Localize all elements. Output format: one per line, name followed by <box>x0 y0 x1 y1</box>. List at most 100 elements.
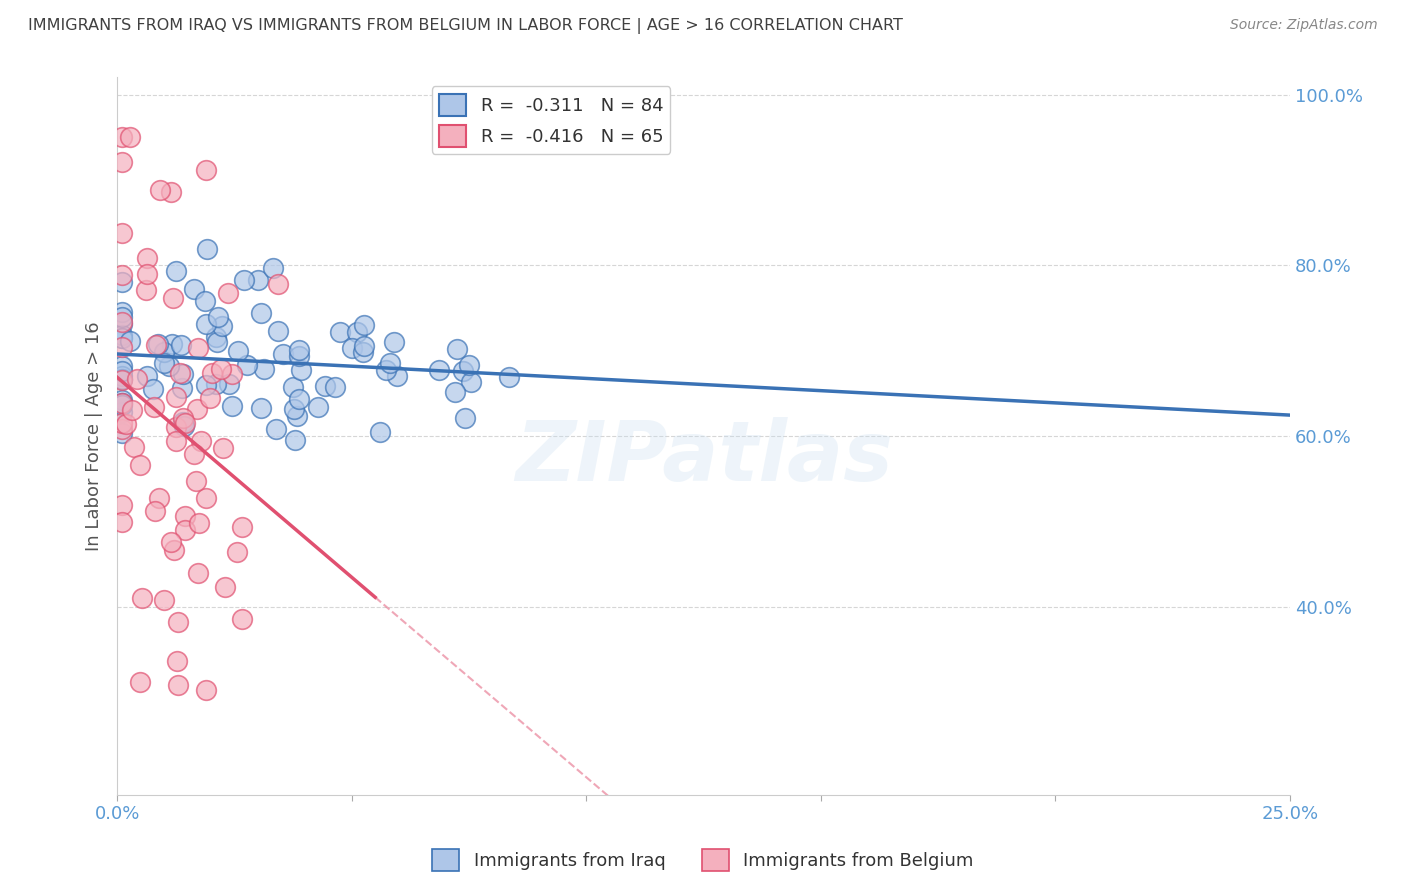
Point <box>314 379 336 393</box>
Point <box>153 592 176 607</box>
Text: Source: ZipAtlas.com: Source: ZipAtlas.com <box>1230 18 1378 32</box>
Point <box>111 515 134 529</box>
Point <box>262 261 284 276</box>
Point <box>249 401 271 416</box>
Point <box>111 395 134 409</box>
Point <box>167 678 190 692</box>
Point <box>446 342 468 356</box>
Point <box>149 183 172 197</box>
Point <box>195 377 218 392</box>
Point <box>111 340 134 354</box>
Point <box>288 349 311 363</box>
Point <box>145 337 167 351</box>
Point <box>128 458 150 473</box>
Point <box>214 580 236 594</box>
Point <box>378 356 401 370</box>
Point <box>120 334 142 349</box>
Point <box>264 422 287 436</box>
Point <box>288 343 311 358</box>
Point <box>190 434 212 449</box>
Point <box>187 341 209 355</box>
Point <box>281 380 304 394</box>
Point <box>221 367 243 381</box>
Point <box>163 543 186 558</box>
Point <box>165 390 187 404</box>
Point <box>127 372 149 386</box>
Point <box>209 362 232 376</box>
Point <box>271 347 294 361</box>
Point <box>288 392 311 407</box>
Point <box>121 403 143 417</box>
Point <box>226 545 249 559</box>
Point <box>195 491 218 506</box>
Point <box>136 368 159 383</box>
Point <box>142 382 165 396</box>
Point <box>111 405 134 419</box>
Point <box>187 566 209 581</box>
Point <box>174 509 197 524</box>
Point <box>346 325 368 339</box>
Point <box>143 504 166 518</box>
Point <box>165 419 187 434</box>
Point <box>111 275 134 289</box>
Point <box>451 364 474 378</box>
Point <box>111 305 134 319</box>
Point <box>122 441 145 455</box>
Point <box>170 338 193 352</box>
Point <box>135 267 157 281</box>
Point <box>111 315 134 329</box>
Point <box>353 339 375 353</box>
Point <box>148 491 170 506</box>
Point <box>382 335 405 350</box>
Point <box>169 366 191 380</box>
Point <box>387 369 409 384</box>
Point <box>290 363 312 377</box>
Point <box>186 401 208 416</box>
Point <box>283 402 305 417</box>
Text: ZIPatlas: ZIPatlas <box>515 417 893 499</box>
Point <box>267 277 290 292</box>
Point <box>129 675 152 690</box>
Point <box>135 283 157 297</box>
Point <box>217 286 239 301</box>
Legend: Immigrants from Iraq, Immigrants from Belgium: Immigrants from Iraq, Immigrants from Be… <box>425 842 981 879</box>
Point <box>194 683 217 698</box>
Point <box>174 524 197 538</box>
Point <box>342 341 364 355</box>
Point <box>183 282 205 296</box>
Point <box>443 385 465 400</box>
Point <box>111 364 134 378</box>
Point <box>165 264 187 278</box>
Point <box>267 324 290 338</box>
Point <box>183 447 205 461</box>
Point <box>212 441 235 455</box>
Point <box>111 393 134 408</box>
Point <box>211 318 233 333</box>
Point <box>194 293 217 308</box>
Point <box>172 368 194 382</box>
Point <box>457 359 479 373</box>
Point <box>166 615 188 629</box>
Point <box>115 417 138 431</box>
Point <box>173 419 195 434</box>
Point <box>204 376 226 391</box>
Point <box>329 325 352 339</box>
Point <box>197 243 219 257</box>
Point <box>111 310 134 324</box>
Point <box>153 356 176 370</box>
Point <box>205 335 228 350</box>
Point <box>166 654 188 668</box>
Point <box>111 317 134 331</box>
Point <box>160 337 183 351</box>
Point <box>118 130 141 145</box>
Point <box>111 498 134 512</box>
Point <box>200 391 222 405</box>
Point <box>231 520 253 534</box>
Point <box>111 155 134 169</box>
Point <box>204 330 226 344</box>
Point <box>172 381 194 395</box>
Text: IMMIGRANTS FROM IRAQ VS IMMIGRANTS FROM BELGIUM IN LABOR FORCE | AGE > 16 CORREL: IMMIGRANTS FROM IRAQ VS IMMIGRANTS FROM … <box>28 18 903 34</box>
Point <box>374 362 396 376</box>
Point <box>247 273 270 287</box>
Point <box>232 273 254 287</box>
